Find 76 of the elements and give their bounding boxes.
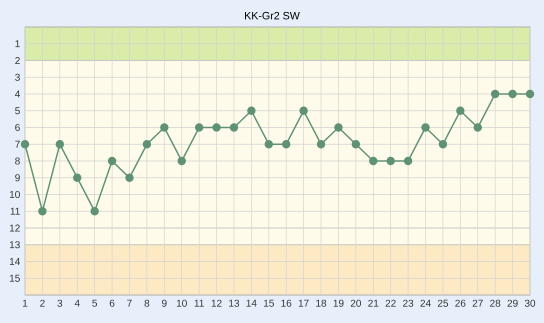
x-tick-label: 28	[490, 300, 500, 307]
x-tick-label: 16	[281, 300, 292, 307]
y-tick-label: 7	[15, 140, 20, 148]
y-tick-label: 9	[15, 174, 20, 182]
y-tick-label: 14	[10, 258, 20, 265]
x-tick-label: 3	[57, 300, 62, 307]
x-tick-label: 23	[403, 300, 414, 307]
x-tick-label: 22	[386, 300, 396, 307]
point	[386, 156, 395, 166]
y-tick-label: 4	[14, 90, 20, 98]
point	[230, 123, 238, 132]
x-tick-label: 29	[508, 300, 518, 307]
y-tick-label: 10	[10, 190, 20, 198]
point	[194, 123, 204, 132]
point	[526, 90, 534, 98]
point	[212, 123, 221, 132]
y-tick-label: 8	[15, 157, 20, 165]
point	[90, 207, 99, 216]
point	[334, 123, 343, 132]
point	[490, 90, 500, 98]
point	[508, 90, 517, 98]
x-tick-label: 8	[144, 300, 150, 307]
point	[20, 140, 30, 148]
x-tick-label: 15	[264, 300, 274, 307]
x-tick-label: 21	[368, 300, 378, 307]
x-tick-label: 9	[162, 300, 167, 307]
point	[142, 140, 152, 148]
y-tick-label: 13	[10, 241, 20, 248]
y-tick-label: 15	[10, 274, 20, 282]
x-tick-label: 7	[127, 300, 132, 307]
point	[38, 207, 47, 216]
x-tick-label: 19	[334, 300, 344, 307]
y-tick-label: 11	[10, 208, 20, 215]
point	[282, 140, 290, 148]
x-tick-label: 2	[40, 300, 45, 307]
point	[438, 140, 448, 148]
x-tick-label: 14	[246, 300, 257, 307]
y-tick-label: 5	[15, 107, 20, 114]
x-tick-label: 1	[22, 300, 28, 307]
point	[421, 123, 430, 132]
x-tick-label: 27	[472, 300, 483, 307]
x-tick-label: 6	[110, 300, 114, 307]
point	[316, 140, 326, 148]
y-tick-label: 2	[15, 57, 20, 64]
point	[160, 123, 169, 132]
x-tick-label: 30	[524, 300, 536, 307]
point	[73, 174, 82, 182]
x-tick-label: 4	[74, 300, 80, 307]
point	[474, 123, 482, 132]
x-tick-label: 12	[212, 300, 222, 307]
point	[369, 156, 378, 166]
x-tick-label: 20	[350, 300, 362, 307]
x-tick-label: 25	[438, 300, 448, 307]
y-tick-label: 6	[15, 124, 20, 132]
point	[264, 140, 273, 148]
point	[125, 174, 134, 182]
point	[247, 106, 256, 115]
point	[456, 106, 465, 115]
x-tick-label: 26	[455, 300, 466, 307]
point	[178, 156, 186, 166]
x-tick-label: 24	[420, 300, 431, 307]
point	[404, 156, 412, 166]
y-tick-label: 3	[15, 74, 20, 81]
y-tick-label: 1	[15, 40, 20, 48]
point	[299, 106, 308, 115]
x-tick-label: 18	[316, 300, 326, 307]
chart-title: KK-Gr2 SW	[245, 12, 300, 20]
x-tick-label: 5	[92, 300, 98, 307]
point	[56, 140, 64, 148]
y-tick-label: 12	[10, 224, 20, 232]
x-tick-label: 11	[194, 300, 204, 307]
x-tick-label: 13	[229, 300, 240, 307]
x-tick-label: 17	[298, 300, 309, 307]
x-tick-label: 10	[176, 300, 187, 307]
point	[108, 156, 116, 166]
point	[352, 140, 360, 148]
